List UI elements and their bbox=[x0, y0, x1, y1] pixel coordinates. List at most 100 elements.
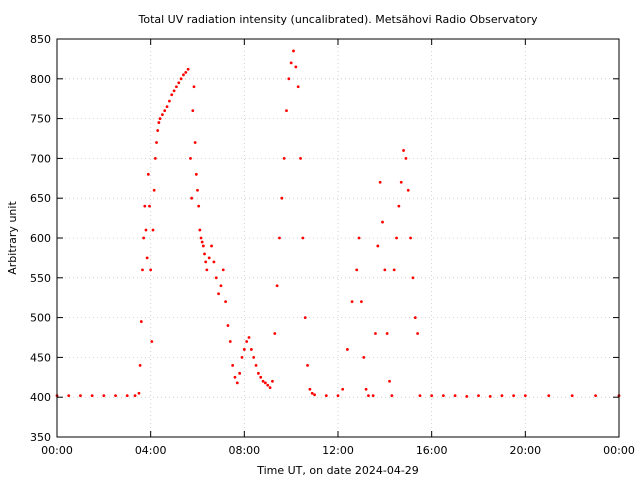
data-point bbox=[345, 348, 349, 351]
data-point bbox=[153, 157, 157, 160]
x-tick-label: 00:00 bbox=[603, 444, 635, 457]
data-point bbox=[155, 141, 158, 144]
data-point bbox=[79, 394, 82, 398]
data-point bbox=[303, 316, 307, 319]
data-point bbox=[271, 379, 274, 383]
data-point bbox=[228, 340, 232, 343]
data-point bbox=[214, 276, 218, 280]
data-point bbox=[191, 109, 195, 113]
data-point bbox=[242, 348, 246, 351]
x-tick-label: 04:00 bbox=[135, 444, 167, 457]
data-point bbox=[240, 356, 244, 359]
data-point bbox=[402, 149, 405, 152]
x-tick-label: 20:00 bbox=[509, 444, 541, 457]
data-point bbox=[385, 332, 389, 335]
data-point bbox=[194, 172, 198, 176]
data-point bbox=[301, 236, 305, 240]
data-point bbox=[182, 73, 185, 77]
x-tick-label: 00:00 bbox=[41, 444, 73, 457]
data-point bbox=[125, 394, 129, 398]
data-point bbox=[376, 244, 380, 248]
data-point bbox=[198, 228, 202, 232]
data-point bbox=[114, 394, 117, 398]
data-point bbox=[371, 394, 375, 398]
data-point bbox=[168, 99, 171, 103]
data-point bbox=[357, 236, 361, 240]
y-tick-label: 500 bbox=[30, 312, 51, 325]
x-tick-label: 12:00 bbox=[322, 444, 354, 457]
data-point bbox=[184, 71, 188, 74]
data-point bbox=[392, 268, 396, 272]
data-point bbox=[285, 109, 288, 113]
data-point bbox=[226, 324, 230, 327]
data-point bbox=[416, 332, 420, 335]
data-point bbox=[143, 204, 147, 208]
data-point bbox=[102, 394, 106, 398]
data-point bbox=[381, 220, 384, 224]
data-point bbox=[266, 383, 270, 387]
data-point bbox=[341, 387, 345, 391]
data-points bbox=[55, 49, 621, 398]
data-point bbox=[197, 204, 201, 208]
data-point bbox=[156, 129, 160, 132]
data-point bbox=[388, 379, 391, 383]
data-point bbox=[247, 336, 251, 339]
data-point bbox=[145, 256, 149, 260]
data-point bbox=[133, 394, 137, 398]
data-point bbox=[210, 244, 213, 248]
data-point bbox=[224, 300, 228, 304]
y-tick-label: 600 bbox=[30, 232, 51, 245]
data-point bbox=[186, 67, 190, 71]
data-point bbox=[148, 204, 151, 208]
data-point bbox=[378, 180, 382, 184]
data-point bbox=[219, 284, 223, 288]
data-point bbox=[205, 268, 209, 272]
data-point bbox=[399, 180, 403, 184]
data-point bbox=[163, 109, 167, 113]
data-point bbox=[146, 172, 150, 176]
data-point bbox=[157, 121, 161, 124]
y-tick-label: 350 bbox=[30, 431, 51, 444]
y-axis-label: Arbitrary unit bbox=[6, 201, 19, 275]
y-tick-label: 650 bbox=[30, 192, 51, 205]
data-point bbox=[138, 363, 142, 367]
axis-ticks: 350 400 450 500 550 600 650 700 750 800 850 00:00 04… bbox=[30, 33, 635, 457]
data-point bbox=[212, 260, 216, 264]
data-point bbox=[355, 268, 359, 272]
data-point bbox=[465, 395, 469, 398]
data-point bbox=[570, 394, 574, 398]
y-tick-label: 400 bbox=[30, 391, 51, 404]
data-point bbox=[268, 386, 272, 390]
data-point bbox=[151, 228, 155, 232]
data-point bbox=[238, 371, 242, 375]
data-point bbox=[264, 381, 267, 385]
data-point bbox=[142, 236, 146, 240]
grid-lines bbox=[57, 39, 619, 437]
data-point bbox=[280, 196, 284, 200]
data-point bbox=[259, 375, 263, 379]
data-point bbox=[383, 268, 387, 272]
data-point bbox=[261, 379, 265, 383]
data-point bbox=[278, 236, 281, 240]
y-tick-label: 550 bbox=[30, 272, 51, 285]
data-point bbox=[409, 236, 412, 240]
data-point bbox=[152, 188, 156, 192]
data-point bbox=[477, 394, 480, 398]
data-point bbox=[252, 356, 256, 359]
data-point bbox=[362, 356, 366, 359]
y-tick-label: 700 bbox=[30, 152, 51, 165]
data-point bbox=[249, 348, 253, 351]
y-tick-label: 800 bbox=[30, 73, 51, 86]
data-point bbox=[374, 332, 377, 335]
data-point bbox=[221, 268, 225, 272]
data-point bbox=[336, 394, 340, 398]
data-point bbox=[193, 141, 197, 144]
data-point bbox=[294, 65, 298, 69]
data-point bbox=[201, 244, 205, 248]
data-point bbox=[418, 394, 422, 398]
data-point bbox=[275, 284, 279, 288]
y-tick-label: 750 bbox=[30, 113, 51, 126]
data-point bbox=[196, 188, 199, 192]
data-point bbox=[289, 61, 293, 65]
